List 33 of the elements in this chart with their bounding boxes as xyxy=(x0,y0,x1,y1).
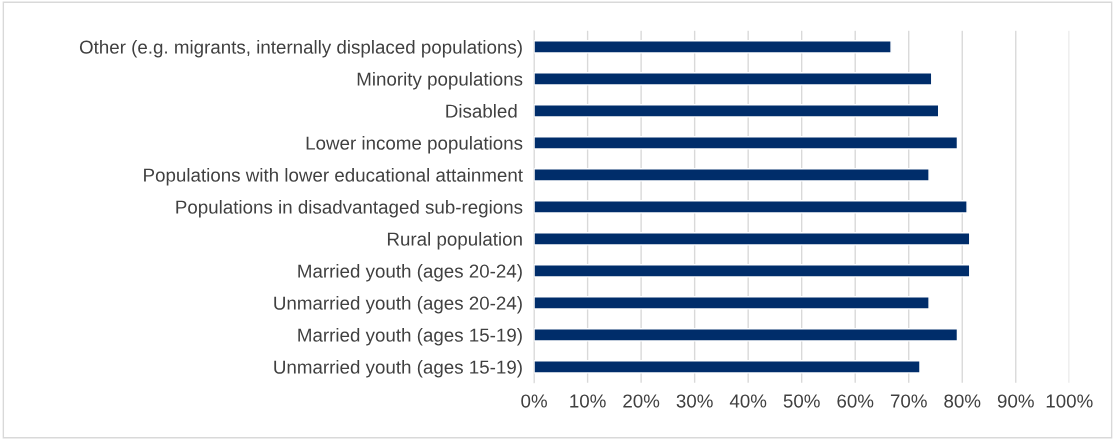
y-tick-label: Unmarried youth (ages 15-19) xyxy=(274,360,522,378)
bar xyxy=(534,136,959,150)
x-tick-label: 80% xyxy=(944,394,981,408)
y-tick-label: Populations in disadvantaged sub-regions xyxy=(176,200,523,218)
bar xyxy=(534,232,971,246)
y-tick-label: Other (e.g. migrants, internally displaced populations) xyxy=(79,40,522,58)
x-tick-label: 90% xyxy=(997,394,1034,408)
bar xyxy=(534,168,930,182)
bar xyxy=(534,360,921,374)
x-tick-label: 50% xyxy=(783,394,820,408)
x-tick-label: 30% xyxy=(676,394,713,408)
x-tick-label: 100% xyxy=(1046,394,1093,408)
y-tick-label: Lower income populations xyxy=(306,136,523,154)
y-tick-label: Married youth (ages 20-24) xyxy=(298,264,522,282)
x-tick-label: 40% xyxy=(729,394,767,408)
y-tick-label: Disabled xyxy=(446,104,517,118)
y-tick-label: Minority populations xyxy=(357,72,523,90)
bar xyxy=(534,200,968,214)
y-tick-label: Populations with lower educational attainment xyxy=(144,168,523,186)
bar xyxy=(534,104,940,118)
x-tick-label: 0% xyxy=(521,394,547,408)
bar xyxy=(534,328,959,342)
bar xyxy=(534,296,930,310)
y-tick-label: Unmarried youth (ages 20-24) xyxy=(274,296,522,314)
bar xyxy=(534,72,933,86)
x-tick-label: 70% xyxy=(890,394,927,408)
bar xyxy=(534,264,971,278)
x-tick-label: 20% xyxy=(623,394,660,408)
bar xyxy=(534,40,892,54)
y-tick-label: Rural population xyxy=(387,232,522,250)
y-tick-label: Married youth (ages 15-19) xyxy=(298,328,522,346)
x-tick-label: 10% xyxy=(570,394,606,408)
x-tick-label: 60% xyxy=(837,394,874,408)
